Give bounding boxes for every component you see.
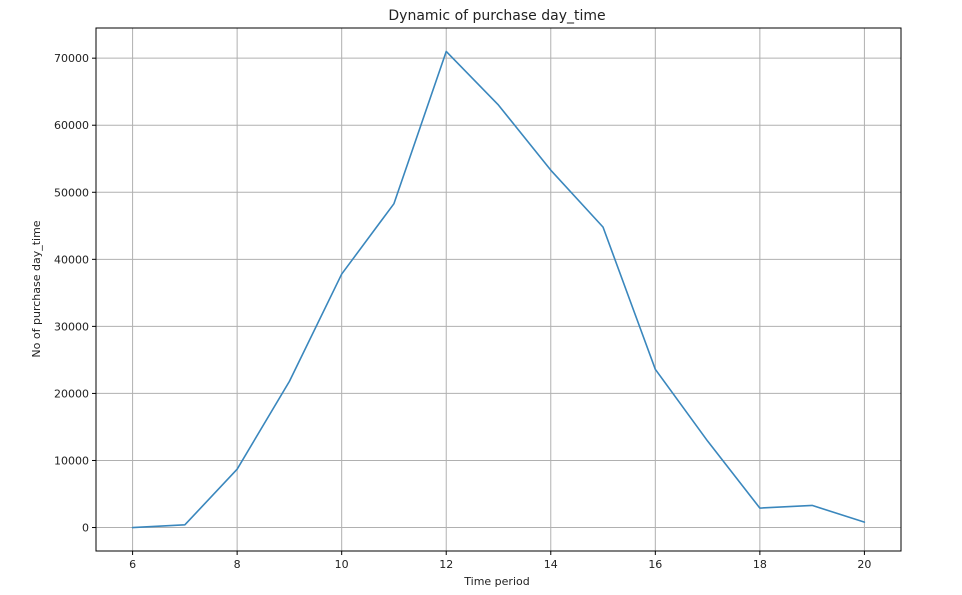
- data-point: [444, 49, 448, 53]
- data-point: [862, 520, 866, 524]
- data-point: [810, 503, 814, 507]
- data-point: [758, 506, 762, 510]
- y-tick-label: 30000: [54, 320, 89, 333]
- data-point: [235, 467, 239, 471]
- x-tick-label: 16: [648, 558, 662, 571]
- x-axis-label: Time period: [463, 575, 529, 588]
- x-tick-label: 10: [335, 558, 349, 571]
- x-tick-label: 12: [439, 558, 453, 571]
- x-axis: 6 8 10 12 14 16 18 20: [129, 551, 871, 571]
- data-point: [287, 379, 291, 383]
- x-tick-label: 14: [544, 558, 558, 571]
- chart-title: Dynamic of purchase day_time: [388, 8, 605, 24]
- series-line: [131, 50, 866, 529]
- y-tick-label: 40000: [54, 253, 89, 266]
- plot-frame: [95, 27, 902, 552]
- y-tick-label: 70000: [54, 52, 89, 65]
- y-tick-label: 0: [82, 522, 89, 535]
- data-point: [601, 225, 605, 229]
- data-point: [496, 103, 500, 107]
- data-point: [392, 201, 396, 205]
- data-point: [549, 168, 553, 172]
- grid: [96, 28, 901, 551]
- y-axis: 0 10000 20000 30000 40000 50000 60000 70000: [54, 52, 96, 535]
- series-group: [130, 49, 866, 529]
- x-tick-label: 6: [129, 558, 136, 571]
- data-point: [653, 367, 657, 371]
- y-tick-label: 50000: [54, 186, 89, 199]
- data-point: [183, 523, 187, 527]
- x-tick-label: 18: [753, 558, 767, 571]
- y-tick-label: 60000: [54, 119, 89, 132]
- y-axis-label: No of purchase day_time: [30, 220, 43, 357]
- y-tick-label: 10000: [54, 454, 89, 467]
- data-point: [130, 525, 134, 529]
- x-tick-label: 8: [234, 558, 241, 571]
- data-point: [339, 272, 343, 276]
- y-tick-label: 20000: [54, 387, 89, 400]
- data-point: [705, 439, 709, 443]
- x-tick-label: 20: [857, 558, 871, 571]
